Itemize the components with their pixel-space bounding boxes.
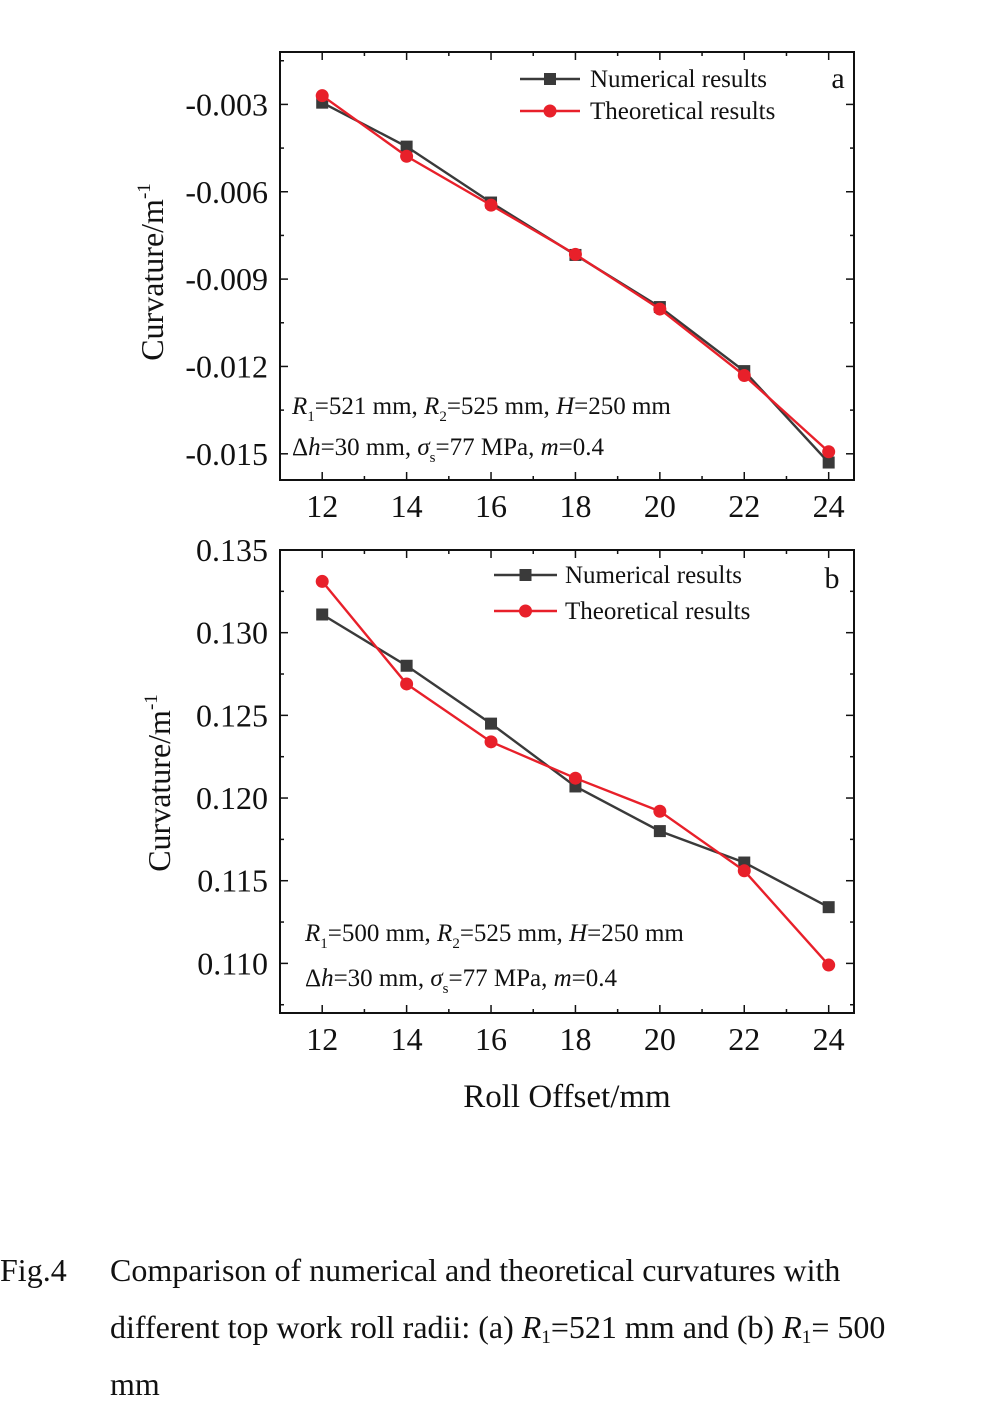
chart-panel-b: 12 14 16 18 20 22 24 0.135 0.130 0.125 0.120 0.115 0…: [141, 532, 855, 1115]
x-tick-label: 24: [813, 488, 845, 524]
data-point-theoretical: [568, 771, 582, 785]
y-tick-label: 0.130: [196, 615, 268, 651]
y-axis-label: Curvature/m-1: [134, 183, 170, 361]
legend-marker-square: [544, 73, 556, 85]
x-tick-label: 16: [475, 1021, 507, 1057]
plot-frame: [279, 51, 855, 481]
params-line-2: Δh=30 mm, σs=77 MPa, m=0.4: [292, 434, 605, 466]
y-tick-label: -0.006: [185, 174, 268, 210]
legend-label: Numerical results: [590, 66, 767, 93]
data-point-theoretical: [484, 735, 498, 749]
data-point-numerical: [653, 825, 666, 838]
plot-frame: [279, 549, 855, 1014]
x-tick-label: 12: [306, 1021, 338, 1057]
x-tick-label: 22: [728, 1021, 760, 1057]
x-tick-label: 20: [644, 488, 676, 524]
y-tick-label: -0.003: [185, 86, 268, 122]
data-point-theoretical: [315, 89, 329, 103]
y-tick-label: 0.125: [196, 697, 268, 733]
caption-text-part1: Comparison of numerical and theoretical …: [110, 1252, 841, 1345]
data-point-theoretical: [653, 804, 667, 818]
x-tick-label: 14: [391, 1021, 423, 1057]
x-axis-label: Roll Offset/mm: [463, 1079, 671, 1115]
data-point-theoretical: [400, 149, 414, 163]
legend: Numerical results Theoretical results: [520, 66, 775, 125]
data-point-theoretical: [737, 864, 751, 878]
data-point-theoretical: [822, 445, 836, 459]
panel-label: a: [831, 62, 844, 95]
legend-label: Theoretical results: [565, 598, 750, 625]
legend: Numerical results Theoretical results: [494, 562, 750, 625]
y-axis-label: Curvature/m-1: [141, 694, 177, 872]
data-point-theoretical: [484, 198, 498, 212]
y-tick-label: 0.120: [196, 780, 268, 816]
data-point-theoretical: [737, 368, 751, 382]
y-tick-label: 0.115: [197, 863, 268, 899]
data-point-numerical: [822, 901, 835, 914]
x-tick-label: 16: [475, 488, 507, 524]
caption-symbol-r-a: R: [521, 1309, 542, 1345]
legend-marker-square: [519, 569, 532, 581]
legend-marker-circle: [519, 604, 532, 618]
data-point-numerical: [400, 659, 413, 672]
x-tick-label: 12: [306, 488, 338, 524]
x-tick-label: 22: [728, 488, 760, 524]
params-line-2: Δh=30 mm, σs=77 MPa, m=0.4: [305, 965, 618, 997]
caption-text-part2: =521 mm and (b): [550, 1309, 783, 1345]
data-point-theoretical: [568, 247, 582, 261]
y-tick-label: -0.009: [185, 261, 268, 297]
caption-symbol-r-b: R: [782, 1309, 802, 1345]
legend-label: Numerical results: [565, 562, 742, 589]
data-point-theoretical: [315, 574, 329, 588]
series-line-numerical: [321, 613, 830, 909]
legend-marker-circle: [543, 104, 557, 118]
x-tick-label: 18: [559, 1021, 591, 1057]
caption-text-part3: = 500 mm: [110, 1309, 886, 1402]
y-tick-label: 0.110: [197, 945, 268, 981]
caption-subscript-b: 1: [801, 1326, 812, 1348]
y-tick-label: 0.135: [196, 532, 268, 568]
data-point-numerical: [822, 456, 835, 469]
data-point-theoretical: [822, 958, 836, 972]
x-tick-label: 14: [391, 488, 423, 524]
caption-subscript-a: 1: [541, 1326, 551, 1348]
data-point-numerical: [485, 717, 498, 730]
legend-label: Theoretical results: [590, 98, 775, 125]
data-point-theoretical: [400, 677, 414, 691]
x-tick-label: 24: [813, 1021, 845, 1057]
params-line-1: R1=500 mm, R2=525 mm, H=250 mm: [304, 920, 684, 952]
params-line-1: R1=521 mm, R2=525 mm, H=250 mm: [291, 393, 671, 425]
panel-label: b: [825, 562, 840, 595]
data-point-theoretical: [653, 302, 667, 316]
data-point-numerical: [316, 608, 329, 621]
caption-label: Fig.4: [0, 1252, 67, 1288]
caption-text: Comparison of numerical and theoretical …: [110, 1242, 940, 1413]
chart-panel-a: 12 14 16 18 20 22 24 -0.003 -0.006 -0.009 -0.012 -0…: [134, 51, 855, 524]
x-tick-label: 20: [644, 1021, 676, 1057]
y-tick-label: -0.015: [185, 436, 268, 472]
x-tick-label: 18: [559, 488, 591, 524]
data-point-numerical: [400, 140, 413, 153]
y-tick-label: -0.012: [185, 348, 268, 384]
